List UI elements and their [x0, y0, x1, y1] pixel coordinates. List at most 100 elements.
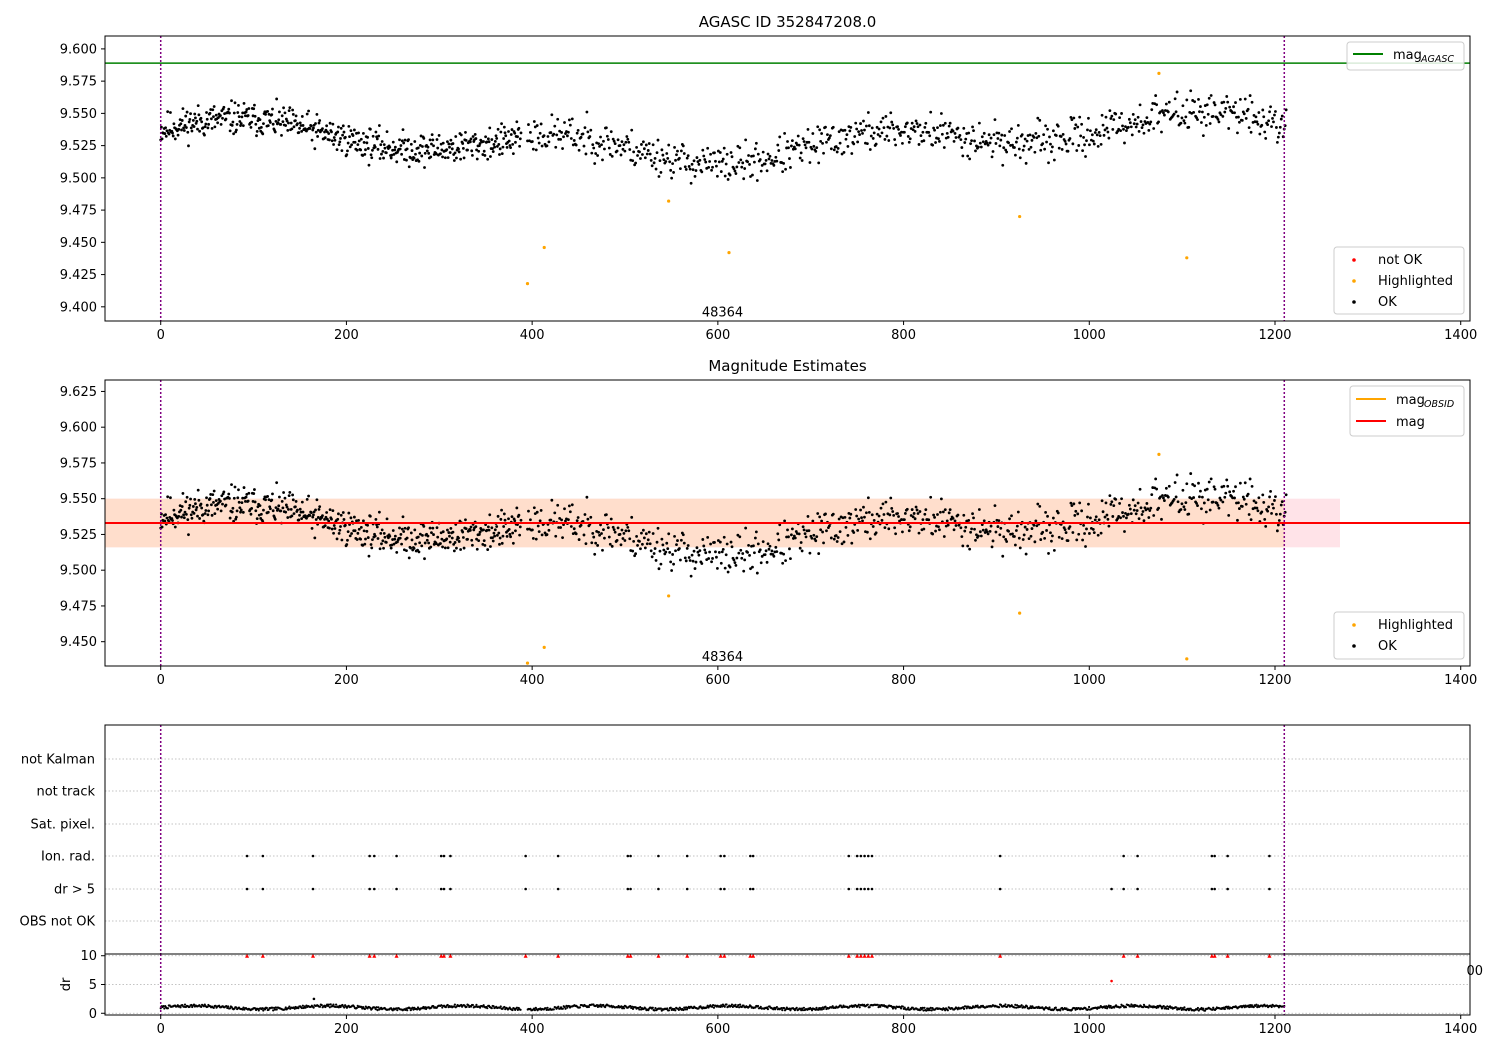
ok-point — [562, 135, 565, 139]
ok-point — [826, 133, 829, 137]
ok-point — [692, 549, 696, 553]
ok-point — [380, 528, 384, 532]
ok-point — [778, 523, 782, 527]
ok-point — [1257, 496, 1261, 500]
ok-point — [821, 141, 824, 145]
ok-point — [1094, 128, 1098, 132]
ok-point — [180, 505, 184, 508]
ok-point — [509, 133, 513, 136]
ok-point — [897, 128, 900, 131]
dr-point — [272, 1006, 276, 1009]
ok-point — [188, 117, 192, 121]
ok-point — [256, 505, 260, 509]
ok-point — [402, 141, 406, 145]
ok-point — [967, 131, 971, 135]
ok-point — [997, 519, 1001, 523]
x-tick-label: 400 — [520, 328, 545, 343]
dr-gt5-point — [685, 887, 689, 891]
ok-point — [664, 550, 668, 554]
ok-point — [1013, 146, 1016, 149]
ok-point — [1063, 528, 1067, 531]
ion-rad-point — [866, 854, 870, 858]
ok-point — [1034, 132, 1038, 135]
dr-point — [930, 1009, 933, 1012]
ok-point — [641, 542, 644, 546]
ok-point — [1107, 136, 1111, 140]
ok-point — [729, 540, 733, 544]
ok-point — [500, 508, 503, 512]
ok-point — [789, 166, 792, 169]
ok-point — [431, 138, 435, 142]
ok-point — [626, 137, 630, 141]
ok-point — [1003, 134, 1007, 137]
ok-point — [448, 145, 451, 149]
ok-point — [776, 532, 780, 536]
ok-point — [810, 536, 814, 540]
ok-point — [227, 492, 231, 496]
ok-point — [790, 139, 794, 143]
ok-point — [425, 149, 429, 153]
ok-point — [982, 131, 986, 135]
ok-point — [204, 509, 208, 512]
ok-point — [576, 516, 580, 519]
ok-point — [961, 154, 965, 158]
ok-point — [716, 174, 719, 178]
ok-point — [690, 553, 694, 557]
ok-point — [1136, 115, 1140, 119]
ok-point — [235, 509, 239, 513]
ok-point — [1124, 511, 1127, 515]
dr-point — [1180, 1008, 1183, 1012]
ok-point — [651, 532, 655, 535]
ok-point — [770, 159, 774, 162]
ok-point — [973, 139, 976, 143]
dr-point — [465, 1005, 468, 1008]
ok-point — [1233, 496, 1236, 500]
ok-point — [368, 127, 372, 131]
ok-point — [219, 509, 223, 513]
ok-point — [923, 512, 927, 516]
ok-point — [1284, 493, 1288, 497]
ok-point — [665, 152, 669, 155]
ok-point — [258, 504, 262, 508]
dr-point — [1243, 1006, 1246, 1009]
ok-point — [845, 133, 849, 137]
ok-point — [820, 132, 824, 135]
ok-point — [871, 137, 875, 140]
dr-point — [441, 1006, 444, 1009]
ok-point — [534, 148, 538, 152]
ok-point — [470, 538, 474, 542]
ok-point — [1051, 516, 1055, 520]
dr-point — [192, 1003, 196, 1006]
ok-point — [187, 144, 190, 148]
dr-point — [810, 1009, 814, 1012]
ok-point — [598, 144, 601, 148]
ok-point — [1157, 120, 1160, 124]
clipped-dr-marker — [846, 954, 851, 958]
ok-point — [356, 143, 360, 147]
ok-point — [337, 512, 340, 516]
ok-point — [593, 552, 597, 556]
ok-point — [681, 144, 685, 148]
clipped-dr-marker — [1225, 954, 1230, 958]
ok-point — [321, 127, 324, 131]
ok-point — [251, 114, 255, 118]
ok-point — [529, 518, 532, 522]
ok-point — [399, 532, 403, 536]
ok-point — [693, 567, 697, 570]
ok-point — [483, 543, 487, 547]
ok-point — [388, 145, 392, 149]
ok-point — [552, 132, 556, 136]
dr-point — [469, 1005, 473, 1008]
ok-point — [1064, 142, 1068, 146]
ok-point — [1232, 105, 1235, 109]
ion-rad-point — [1268, 854, 1271, 858]
ok-point — [169, 496, 172, 500]
ok-point — [179, 508, 183, 512]
ok-point — [862, 505, 865, 509]
ok-point — [831, 125, 835, 129]
clipped-dr-marker — [439, 954, 444, 958]
ok-point — [686, 154, 690, 158]
ok-point — [1112, 118, 1116, 122]
ok-point — [207, 509, 211, 513]
dr-point — [1025, 1005, 1029, 1008]
